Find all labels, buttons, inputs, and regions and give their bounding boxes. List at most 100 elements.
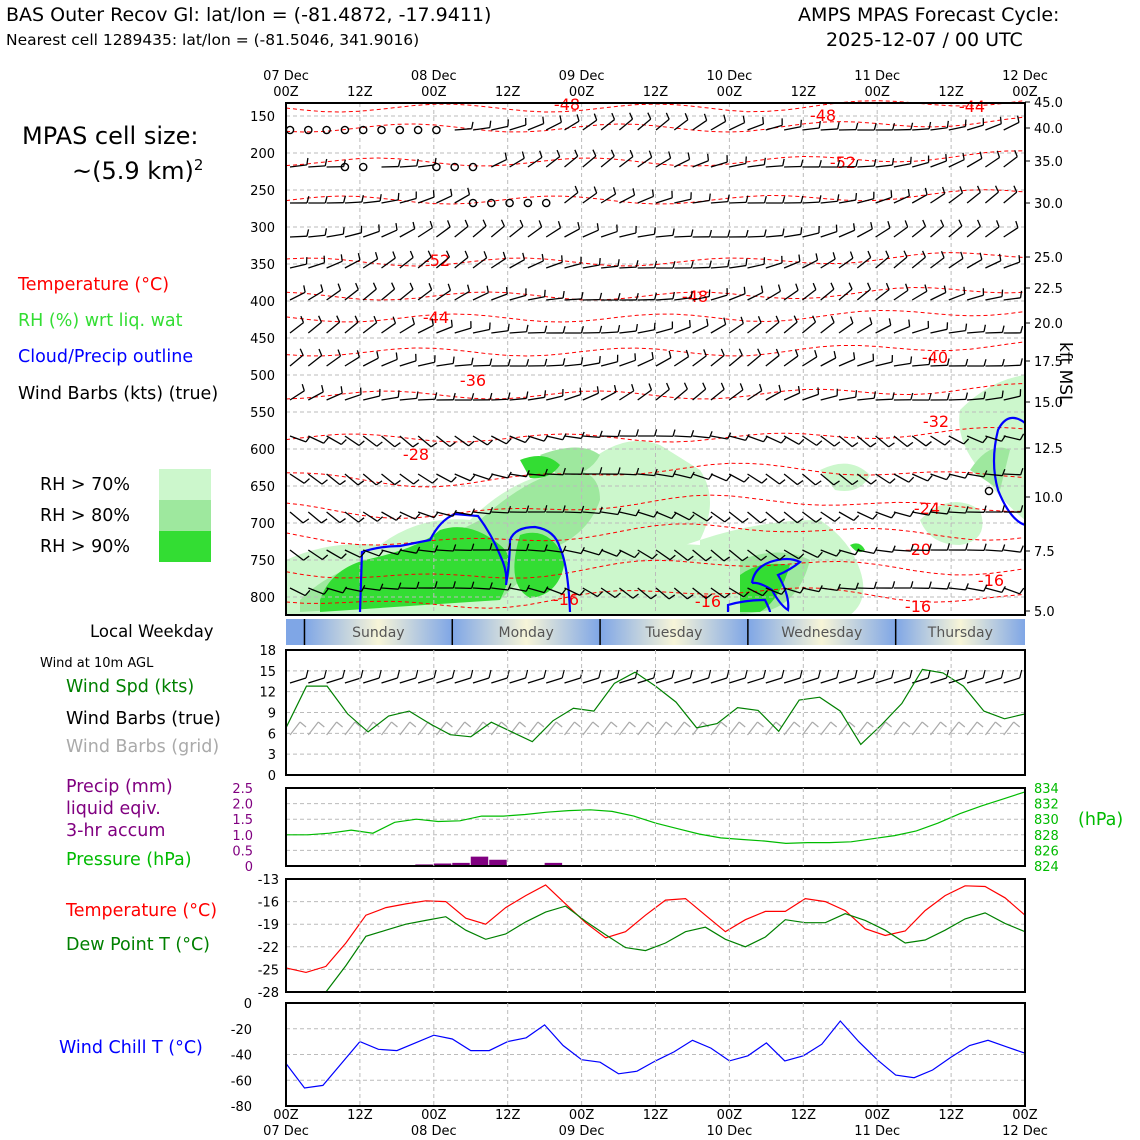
legend-wind-chill: Wind Chill T (°C) <box>59 1038 203 1058</box>
wind-barb <box>710 549 725 562</box>
wind-barb-flag <box>356 350 360 358</box>
wind-barb-flag <box>431 318 434 326</box>
wind-barb-flag <box>486 285 489 293</box>
wind-barb <box>747 322 762 334</box>
wind-barb <box>692 295 710 301</box>
wind-barb <box>692 549 707 562</box>
wind-barb <box>985 549 1003 552</box>
surface-wind-barb-true <box>948 677 965 684</box>
wind-barb <box>564 120 580 131</box>
top-hour-label: 00Z <box>273 85 299 100</box>
wind-barb-flag <box>965 543 969 551</box>
temperature-contour <box>285 189 1026 205</box>
dewpoint-line <box>286 905 1026 993</box>
surface-wind-barb-grid-flag <box>757 721 764 728</box>
wind-barb <box>783 355 799 367</box>
wind-barb-flag <box>650 594 657 600</box>
wind-barb-flag <box>983 543 987 551</box>
wind-barb <box>326 549 342 560</box>
wind-barb <box>289 263 307 269</box>
surface-wind-barb-true <box>619 677 636 684</box>
wind-barb-flag <box>318 315 323 323</box>
wind-barb <box>399 165 417 168</box>
surface-wind-barb-true <box>546 677 563 684</box>
wind-barb-flag <box>452 581 456 589</box>
wind-barb <box>783 321 798 334</box>
wind-barb-flag <box>302 518 310 524</box>
wind-barb-flag <box>1019 587 1025 595</box>
wind-barb <box>600 119 615 131</box>
wind-barb-flag <box>855 122 859 130</box>
surface-wind-barb-true-flag <box>726 669 730 679</box>
wind-barb-flag <box>725 474 732 482</box>
wind-barb-flag <box>815 253 819 261</box>
wind-barb-flag <box>706 515 713 522</box>
wind-barb <box>308 165 326 168</box>
pressure-tick-label: 700 <box>250 517 275 532</box>
wind-barb <box>546 473 564 476</box>
wind-barb-flag <box>409 282 414 290</box>
wind-barb <box>564 263 582 269</box>
wind-barb-flag <box>613 384 617 393</box>
top-date-label: 12 Dec <box>1002 69 1048 84</box>
surface-wind-barb-true-flag <box>506 669 510 679</box>
wind-barb <box>307 473 323 485</box>
wind-barb <box>747 263 765 269</box>
wind-barb-flag <box>648 150 653 158</box>
wind-barb <box>728 354 743 367</box>
wind-barb <box>344 511 359 523</box>
wind-barb <box>289 322 304 334</box>
wind-barb-flag <box>979 252 983 260</box>
temperature-contour-label: -48 <box>554 95 580 114</box>
wind-barb-flag <box>471 581 475 589</box>
wind-barb <box>582 155 597 168</box>
wind-barb <box>454 511 472 516</box>
wind-barb <box>1003 227 1019 238</box>
wind-barb-flag <box>963 286 966 294</box>
surface-wind-barb-grid <box>399 721 411 736</box>
wind-barb <box>747 235 765 238</box>
temperature-contour <box>285 309 1026 323</box>
wind-barb-flag <box>340 553 347 559</box>
surface-wind-barb-grid <box>747 721 758 736</box>
nearest-cell-line: Nearest cell 1289435: lat/lon = (-81.504… <box>6 31 420 49</box>
wind-barb-flag <box>815 517 822 523</box>
wind-barb-flag <box>505 286 508 295</box>
wind-barb <box>838 229 855 238</box>
surface-wind-barb-grid <box>765 721 777 736</box>
wind-barb <box>637 549 653 560</box>
wind-barb-flag <box>471 543 475 551</box>
wind-barb-flag <box>324 228 328 236</box>
surface-wind-barb-true <box>765 677 782 684</box>
wind-barb-flag <box>870 479 877 485</box>
wind-barb <box>362 288 377 301</box>
wind-barb <box>582 119 598 131</box>
surface-wind-barb-true <box>381 677 398 684</box>
surface-wind-barb-true-flag <box>323 669 327 679</box>
wind-barb-flag <box>762 590 768 597</box>
surface-wind-barb-grid <box>856 721 868 736</box>
wind-barb-flag <box>482 219 487 227</box>
wind-barb-flag <box>574 149 579 157</box>
wind-barb <box>857 165 875 168</box>
surface-wind-barb-grid <box>1003 721 1015 736</box>
wind-barb <box>783 233 801 238</box>
wind-barb <box>875 256 890 269</box>
wind-barb-flag <box>376 516 384 522</box>
wind-barb-flag <box>450 476 457 483</box>
wind-barb-flag <box>976 219 981 227</box>
wind-barb <box>875 227 891 238</box>
wind-barb <box>674 435 692 438</box>
surface-wind-barb-true <box>527 677 545 684</box>
wind-barb <box>637 358 654 367</box>
top-date-label: 09 Dec <box>559 69 605 84</box>
wind-barb-flag <box>983 359 987 367</box>
wind-barb-flag <box>690 471 695 479</box>
surface-wind-barb-grid <box>728 721 740 736</box>
temperature-contour-label: -16 <box>905 597 931 616</box>
temperature-contour-label: -28 <box>403 445 429 464</box>
wind-barb <box>509 435 526 444</box>
calm-wind-circle <box>340 125 350 135</box>
temperature-contour <box>285 559 1026 579</box>
